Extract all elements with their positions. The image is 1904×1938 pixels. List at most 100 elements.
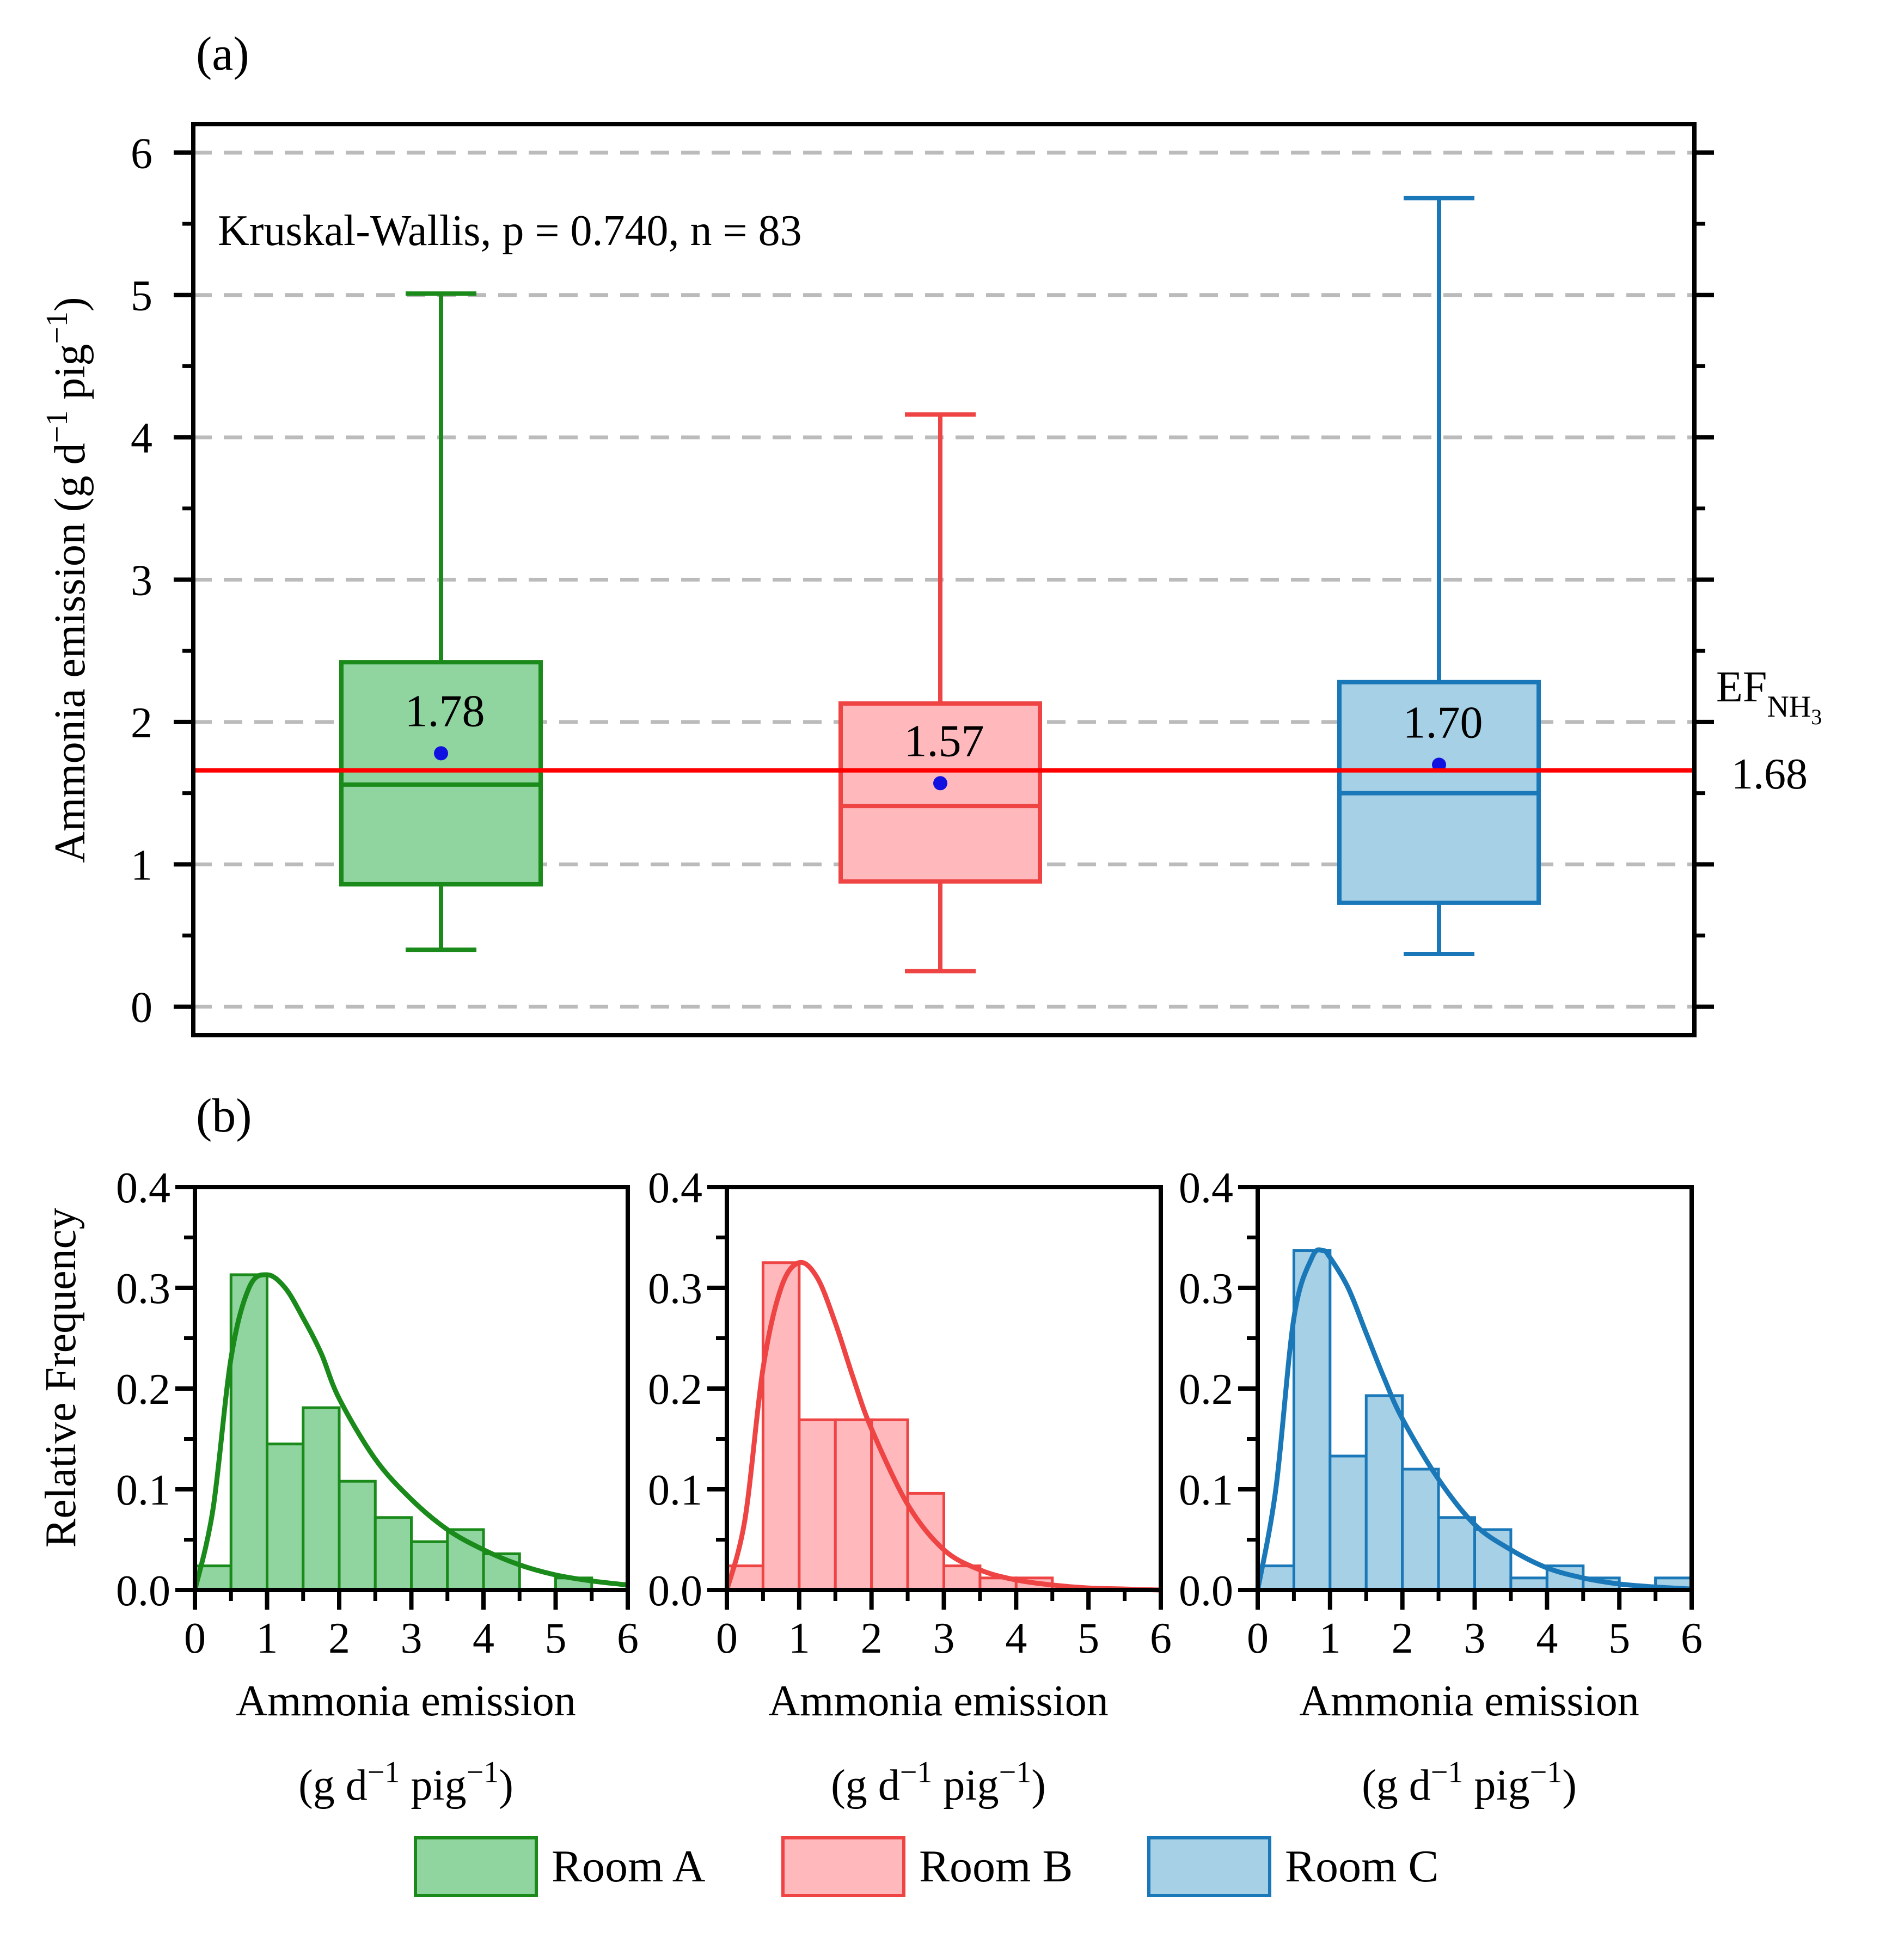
x-tick-label-room-b: 6	[1150, 1615, 1172, 1662]
x-tick-label-room-b: 5	[1077, 1615, 1099, 1662]
x-units-part-sup1: −1	[900, 1756, 933, 1789]
panel-a-label: (a)	[196, 28, 249, 81]
y-tick-label-room-c: 0.1	[1179, 1466, 1233, 1514]
y-title-end: )	[46, 297, 94, 311]
mean-label-room-b: 1.57	[904, 716, 984, 766]
y-title-sup2: −1	[40, 311, 74, 344]
histogram-bar-room-c	[1364, 1394, 1404, 1592]
y-tick-label-0: 0	[131, 984, 152, 1032]
y-tick-label-room-b: 0.0	[648, 1567, 702, 1615]
histogram-bar-room-a	[482, 1552, 521, 1592]
y-tick-label-room-a: 0.1	[116, 1466, 170, 1514]
x-tick-label-room-a: 5	[545, 1615, 567, 1662]
legend-swatch-room-c	[1147, 1836, 1271, 1897]
x-units-part-end: )	[499, 1762, 513, 1809]
y-tick-label-room-a: 0.2	[116, 1366, 170, 1414]
histogram-bar-room-b	[870, 1418, 909, 1592]
fit-curve-room-c	[1255, 1247, 1692, 1592]
ef-value: 1.68	[1731, 750, 1808, 798]
histogram-bar-room-a	[338, 1480, 377, 1592]
y-tick-label-room-a: 0.0	[116, 1567, 170, 1615]
x-units-part-sup2: −1	[1530, 1756, 1563, 1789]
x-axis-units-room-b: (g d−1 pig−1)	[831, 1756, 1046, 1809]
iqr-box-room-a	[339, 660, 543, 887]
x-units-part-end: )	[1562, 1762, 1577, 1809]
y-tick-label-room-b: 0.4	[648, 1164, 702, 1212]
box-plot-boxes: 1.78 1.57 1.70	[339, 195, 1541, 974]
histogram-bar-room-b	[761, 1261, 801, 1592]
x-units-part-main: (g d	[831, 1762, 900, 1809]
iqr-box-room-b	[838, 701, 1042, 884]
x-tick-label-room-a: 1	[256, 1615, 278, 1662]
histogram-room-c: 0 1 2 3 4 5 6 0.0 0.1 0.2 0.3 0.4 Ammonia emission (g…	[1179, 1164, 1703, 1809]
box-plot-ticks: 0 1 2 3 4 5 6	[131, 130, 1714, 1032]
x-units-part-main: (g d	[298, 1762, 368, 1809]
y-tick-label-room-b: 0.3	[648, 1265, 702, 1313]
legend-swatch-room-a	[414, 1836, 538, 1897]
y-tick-label-room-c: 0.2	[1179, 1366, 1233, 1414]
fit-curve-room-a	[192, 1272, 628, 1591]
x-tick-label-room-b: 3	[933, 1615, 955, 1662]
x-tick-label-room-b: 4	[1005, 1615, 1027, 1662]
box-room-c: 1.70	[1337, 195, 1541, 956]
y-tick-label-6: 6	[131, 130, 152, 178]
y-tick-label-room-c: 0.3	[1179, 1265, 1233, 1313]
x-tick-label-room-c: 0	[1247, 1615, 1269, 1662]
y-title-mid: pig	[46, 344, 94, 411]
histogram-bar-room-b	[798, 1418, 837, 1592]
x-tick-label-room-b: 0	[716, 1615, 738, 1662]
kruskal-wallis-annotation: Kruskal-Wallis, p = 0.740, n = 83	[218, 207, 802, 255]
fit-curve-room-b	[724, 1260, 1161, 1593]
x-tick-label-room-b: 2	[861, 1615, 883, 1662]
histogram-bar-room-a	[302, 1406, 341, 1592]
histogram-bar-room-c	[1292, 1249, 1332, 1592]
box-room-b: 1.57	[838, 412, 1042, 974]
y-tick-label-1: 1	[131, 841, 152, 889]
x-units-part-end: )	[1031, 1762, 1046, 1809]
x-units-part-main: (g d	[1362, 1762, 1431, 1809]
x-units-part-mid: pig	[1463, 1762, 1529, 1809]
ef-label-sub: NH	[1767, 690, 1811, 724]
x-axis-title-room-b: Ammonia emission	[768, 1677, 1108, 1725]
x-units-part-sup1: −1	[1431, 1756, 1464, 1789]
histogram-bar-room-a	[266, 1442, 305, 1592]
x-tick-label-room-c: 5	[1608, 1615, 1630, 1662]
x-axis-title-room-a: Ammonia emission	[236, 1677, 576, 1725]
x-units-part-sup2: −1	[467, 1756, 499, 1789]
x-tick-label-room-c: 6	[1681, 1615, 1703, 1662]
y-tick-label-room-c: 0.4	[1179, 1164, 1233, 1212]
x-tick-label-room-a: 6	[617, 1615, 639, 1662]
histogram-room-a: 0 1 2 3 4 5 6 0.0 0.1 0.2 0.3 0.4 Ammonia emission (g…	[116, 1164, 639, 1809]
x-tick-label-room-c: 1	[1319, 1615, 1341, 1662]
mean-dot-room-b	[933, 776, 947, 791]
x-tick-label-room-a: 0	[184, 1615, 206, 1662]
x-tick-label-room-a: 4	[473, 1615, 494, 1662]
histogram-bar-room-a	[374, 1516, 413, 1592]
box-room-a: 1.78	[339, 291, 543, 952]
y-tick-label-room-a: 0.3	[116, 1265, 170, 1313]
y-tick-label-2: 2	[131, 699, 152, 747]
y-tick-label-room-c: 0.0	[1179, 1567, 1233, 1615]
histogram-bar-room-a	[410, 1540, 449, 1592]
x-units-part-sup1: −1	[368, 1756, 400, 1789]
box-plot-frame	[191, 122, 1697, 1037]
y-title-sup1: −1	[40, 411, 74, 443]
box-plot-panel: 0 1 2 3 4 5 6 1.78 1.57 1.70 Kruskal-Wallis, p =…	[40, 122, 1822, 1037]
x-axis-title-room-c: Ammonia emission	[1299, 1677, 1639, 1725]
legend-swatch-room-b	[781, 1836, 905, 1897]
ef-label: EFNH3	[1716, 663, 1822, 729]
y-tick-label-room-a: 0.4	[116, 1164, 170, 1212]
mean-dot-room-a	[434, 746, 448, 761]
histogram-bar-room-b	[834, 1418, 873, 1592]
x-tick-label-room-c: 4	[1536, 1615, 1558, 1662]
legend: Room A Room B Room C	[414, 1836, 1438, 1897]
y-tick-label-room-b: 0.2	[648, 1366, 702, 1414]
panel-b-label: (b)	[196, 1090, 252, 1142]
ef-label-sub2: 3	[1811, 705, 1822, 729]
y-tick-label-4: 4	[131, 414, 152, 462]
y-tick-label-5: 5	[131, 272, 152, 320]
legend-label-room-a: Room A	[552, 1841, 706, 1892]
x-tick-label-room-a: 2	[328, 1615, 350, 1662]
